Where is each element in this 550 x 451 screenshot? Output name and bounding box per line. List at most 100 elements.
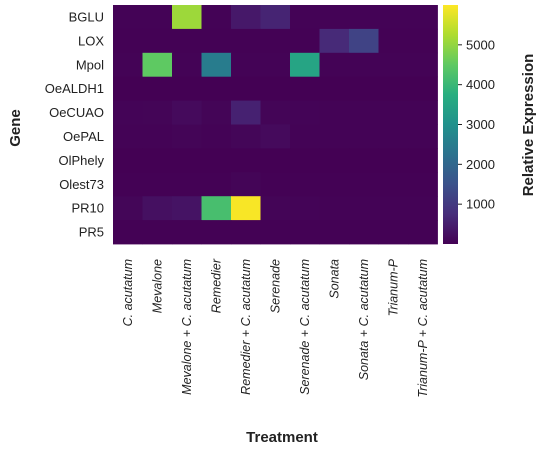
heatmap-cell-olphely-sonata bbox=[319, 148, 350, 173]
treatment-label-mevalone-c-acutatum: Mevalone + C. acutatum bbox=[180, 259, 194, 395]
heatmap-cell-olest73-c-acutatum bbox=[113, 172, 143, 197]
heatmap-cell-mpol-sonata bbox=[319, 52, 350, 78]
heatmap-cell-oepal-remedier-c-acutatum bbox=[231, 124, 261, 149]
y-axis-title: Gene bbox=[7, 109, 24, 147]
heatmap-cell-oepal-sonata-c-acutatum bbox=[349, 124, 379, 149]
heatmap-cell-oepal-trianum-p-c-acutatum bbox=[408, 124, 438, 149]
heatmap-cell-mpol-trianum-p bbox=[378, 52, 409, 78]
heatmap-cell-olest73-remedier bbox=[201, 172, 232, 197]
treatment-label-trianum-p-c-acutatum: Trianum-P + C. acutatum bbox=[416, 259, 430, 398]
heatmap-cell-bglu-mevalone bbox=[142, 5, 173, 30]
heatmap-cell-lox-sonata bbox=[319, 28, 350, 54]
heatmap-cell-lox-trianum-p-c-acutatum bbox=[408, 28, 438, 54]
gene-labels: BGLU LOX Mpol OeALDH1 OeCUAO OePAL OlPhely Oles… bbox=[45, 9, 105, 239]
heatmap-cell-olest73-mevalone-c-acutatum bbox=[172, 172, 202, 197]
colorbar-tick-label-1000: 1000 bbox=[466, 197, 495, 212]
heatmap-cell-pr5-remedier-c-acutatum bbox=[231, 220, 261, 245]
heatmap-cell-pr5-sonata bbox=[319, 220, 350, 245]
heatmap-cell-mpol-serenade bbox=[260, 52, 291, 78]
heatmap-cell-bglu-sonata bbox=[319, 5, 350, 30]
heatmap-cell-pr10-trianum-p bbox=[378, 196, 409, 221]
heatmap-cell-oepal-c-acutatum bbox=[113, 124, 143, 149]
heatmap-cell-lox-mevalone-c-acutatum bbox=[172, 28, 202, 54]
heatmap-cell-olest73-serenade bbox=[260, 172, 291, 197]
heatmap-cell-bglu-serenade-c-acutatum bbox=[290, 5, 320, 30]
heatmap-cell-olest73-trianum-p-c-acutatum bbox=[408, 172, 438, 197]
gene-label-lox: LOX bbox=[78, 33, 104, 48]
heatmap-cell-pr5-trianum-p-c-acutatum bbox=[408, 220, 438, 245]
heatmap-cell-pr10-remedier-c-acutatum bbox=[231, 196, 261, 221]
heatmap-cell-pr5-serenade bbox=[260, 220, 291, 245]
heatmap-cell-pr5-sonata-c-acutatum bbox=[349, 220, 379, 245]
heatmap-cell-pr5-trianum-p bbox=[378, 220, 409, 245]
treatment-label-sonata: Sonata bbox=[327, 259, 341, 299]
x-axis-title: Treatment bbox=[246, 429, 318, 446]
heatmap-cell-olphely-serenade-c-acutatum bbox=[290, 148, 320, 173]
heatmap-cell-lox-remedier-c-acutatum bbox=[231, 28, 261, 54]
gene-label-oealdh1: OeALDH1 bbox=[45, 81, 104, 96]
gene-label-mpol: Mpol bbox=[76, 57, 104, 72]
gene-label-olest73: Olest73 bbox=[59, 177, 104, 192]
colorbar-tick-label-3000: 3000 bbox=[466, 117, 495, 132]
treatment-label-serenade: Serenade bbox=[268, 259, 282, 313]
heatmap-cell-oecuao-mevalone bbox=[142, 100, 173, 125]
heatmap-cell-oepal-remedier bbox=[201, 124, 232, 149]
heatmap-cell-bglu-c-acutatum bbox=[113, 5, 143, 30]
colorbar-title: Relative Expression bbox=[520, 54, 537, 197]
heatmap-cell-olest73-sonata bbox=[319, 172, 350, 197]
heatmap-cell-lox-serenade bbox=[260, 28, 291, 54]
heatmap-cell-oepal-serenade bbox=[260, 124, 291, 149]
heatmap-cell-oealdh1-mevalone-c-acutatum bbox=[172, 76, 202, 101]
heatmap-cell-lox-mevalone bbox=[142, 28, 173, 54]
heatmap-cell-mpol-c-acutatum bbox=[113, 52, 143, 78]
heatmap-grid bbox=[113, 5, 438, 245]
heatmap-cell-oepal-serenade-c-acutatum bbox=[290, 124, 320, 149]
heatmap-cell-bglu-trianum-p bbox=[378, 5, 409, 30]
heatmap-cell-oealdh1-trianum-p bbox=[378, 76, 409, 101]
treatment-label-remedier-c-acutatum: Remedier + C. acutatum bbox=[239, 259, 253, 395]
treatment-label-c-acutatum: C. acutatum bbox=[121, 259, 135, 326]
colorbar bbox=[443, 5, 458, 244]
heatmap-cell-bglu-sonata-c-acutatum bbox=[349, 5, 379, 30]
heatmap-cell-olphely-trianum-p-c-acutatum bbox=[408, 148, 438, 173]
heatmap-cell-oecuao-mevalone-c-acutatum bbox=[172, 100, 202, 125]
heatmap-cell-oealdh1-remedier-c-acutatum bbox=[231, 76, 261, 101]
heatmap-cell-pr10-mevalone bbox=[142, 196, 173, 221]
heatmap-cell-oepal-mevalone-c-acutatum bbox=[172, 124, 202, 149]
heatmap-cell-olphely-remedier bbox=[201, 148, 232, 173]
colorbar-tick-label-2000: 2000 bbox=[466, 157, 495, 172]
colorbar-tick-label-4000: 4000 bbox=[466, 77, 495, 92]
heatmap-cell-bglu-remedier bbox=[201, 5, 232, 30]
treatment-label-mevalone: Mevalone bbox=[150, 259, 164, 313]
heatmap-cell-oepal-sonata bbox=[319, 124, 350, 149]
heatmap-cell-oealdh1-sonata bbox=[319, 76, 350, 101]
heatmap-cell-mpol-mevalone-c-acutatum bbox=[172, 52, 202, 78]
gene-label-pr10: PR10 bbox=[71, 201, 104, 216]
heatmap-cell-pr10-serenade-c-acutatum bbox=[290, 196, 320, 221]
heatmap-cell-olphely-serenade bbox=[260, 148, 291, 173]
colorbar-tick-label-5000: 5000 bbox=[466, 37, 495, 52]
heatmap-cell-olphely-trianum-p bbox=[378, 148, 409, 173]
gene-label-oepal: OePAL bbox=[63, 129, 104, 144]
heatmap-cell-pr10-c-acutatum bbox=[113, 196, 143, 221]
heatmap-cell-oecuao-remedier-c-acutatum bbox=[231, 100, 261, 125]
heatmap-cell-mpol-trianum-p-c-acutatum bbox=[408, 52, 438, 78]
heatmap-cell-bglu-remedier-c-acutatum bbox=[231, 5, 261, 30]
treatment-label-serenade-c-acutatum: Serenade + C. acutatum bbox=[298, 259, 312, 395]
heatmap-cell-olest73-remedier-c-acutatum bbox=[231, 172, 261, 197]
heatmap-cell-bglu-mevalone-c-acutatum bbox=[172, 5, 202, 30]
heatmap-cell-oepal-mevalone bbox=[142, 124, 173, 149]
heatmap-cell-lox-remedier bbox=[201, 28, 232, 54]
heatmap-cell-oecuao-remedier bbox=[201, 100, 232, 125]
heatmap-cell-oecuao-trianum-p bbox=[378, 100, 409, 125]
heatmap-cell-bglu-trianum-p-c-acutatum bbox=[408, 5, 438, 30]
heatmap-cell-oepal-trianum-p bbox=[378, 124, 409, 149]
heatmap-cell-oecuao-c-acutatum bbox=[113, 100, 143, 125]
heatmap-cell-olphely-remedier-c-acutatum bbox=[231, 148, 261, 173]
heatmap-cell-mpol-mevalone bbox=[142, 52, 173, 78]
heatmap-cell-oealdh1-trianum-p-c-acutatum bbox=[408, 76, 438, 101]
heatmap-cell-olest73-trianum-p bbox=[378, 172, 409, 197]
heatmap-cell-oealdh1-mevalone bbox=[142, 76, 173, 101]
heatmap-cell-mpol-remedier bbox=[201, 52, 232, 78]
